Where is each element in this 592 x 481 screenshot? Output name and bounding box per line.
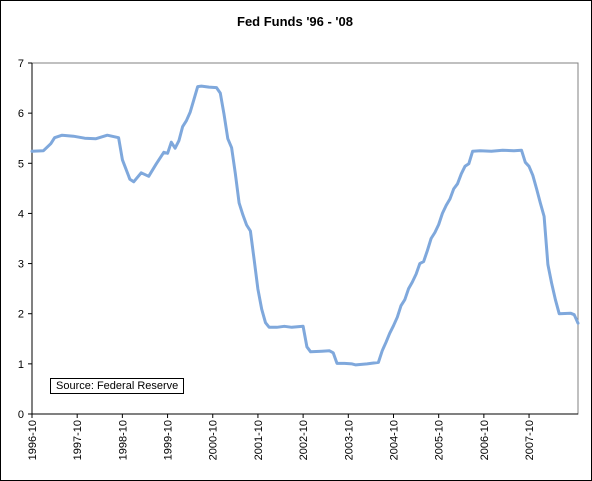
x-tick-label: 1999-10 <box>163 420 175 460</box>
x-tick-label: 2003-10 <box>343 420 355 460</box>
y-tick-label: 6 <box>18 108 24 120</box>
x-tick-label: 2005-10 <box>434 420 446 460</box>
x-tick-label: 2002-10 <box>298 420 310 460</box>
y-tick-label: 0 <box>18 409 24 421</box>
y-tick-label: 4 <box>18 208 24 220</box>
series-group <box>30 84 580 367</box>
chart-title: Fed Funds '96 - '08 <box>237 14 353 29</box>
y-axis-ticks: 0 1 2 3 4 5 6 7 <box>18 58 32 421</box>
x-tick-label: 2006-10 <box>479 420 491 460</box>
y-tick-label: 1 <box>18 359 24 371</box>
plot-area <box>31 62 579 415</box>
y-tick-label: 5 <box>18 158 24 170</box>
x-tick-label: 1997-10 <box>72 420 84 460</box>
x-tick-label: 1998-10 <box>117 420 129 460</box>
y-tick-label: 7 <box>18 58 24 70</box>
series-line <box>30 84 580 367</box>
y-tick-label: 2 <box>18 309 24 321</box>
x-tick-label: 2001-10 <box>253 420 265 460</box>
x-tick-label: 1996-10 <box>27 420 39 460</box>
source-legend: Source: Federal Reserve <box>50 378 185 394</box>
x-tick-label: 2004-10 <box>388 420 400 460</box>
x-tick-label: 2000-10 <box>208 420 220 460</box>
y-tick-label: 3 <box>18 259 24 271</box>
x-axis-ticks: 1996-10 1997-10 1998-10 1999-10 2000-10 2001-… <box>27 414 536 460</box>
x-tick-label: 2007-10 <box>524 420 536 460</box>
